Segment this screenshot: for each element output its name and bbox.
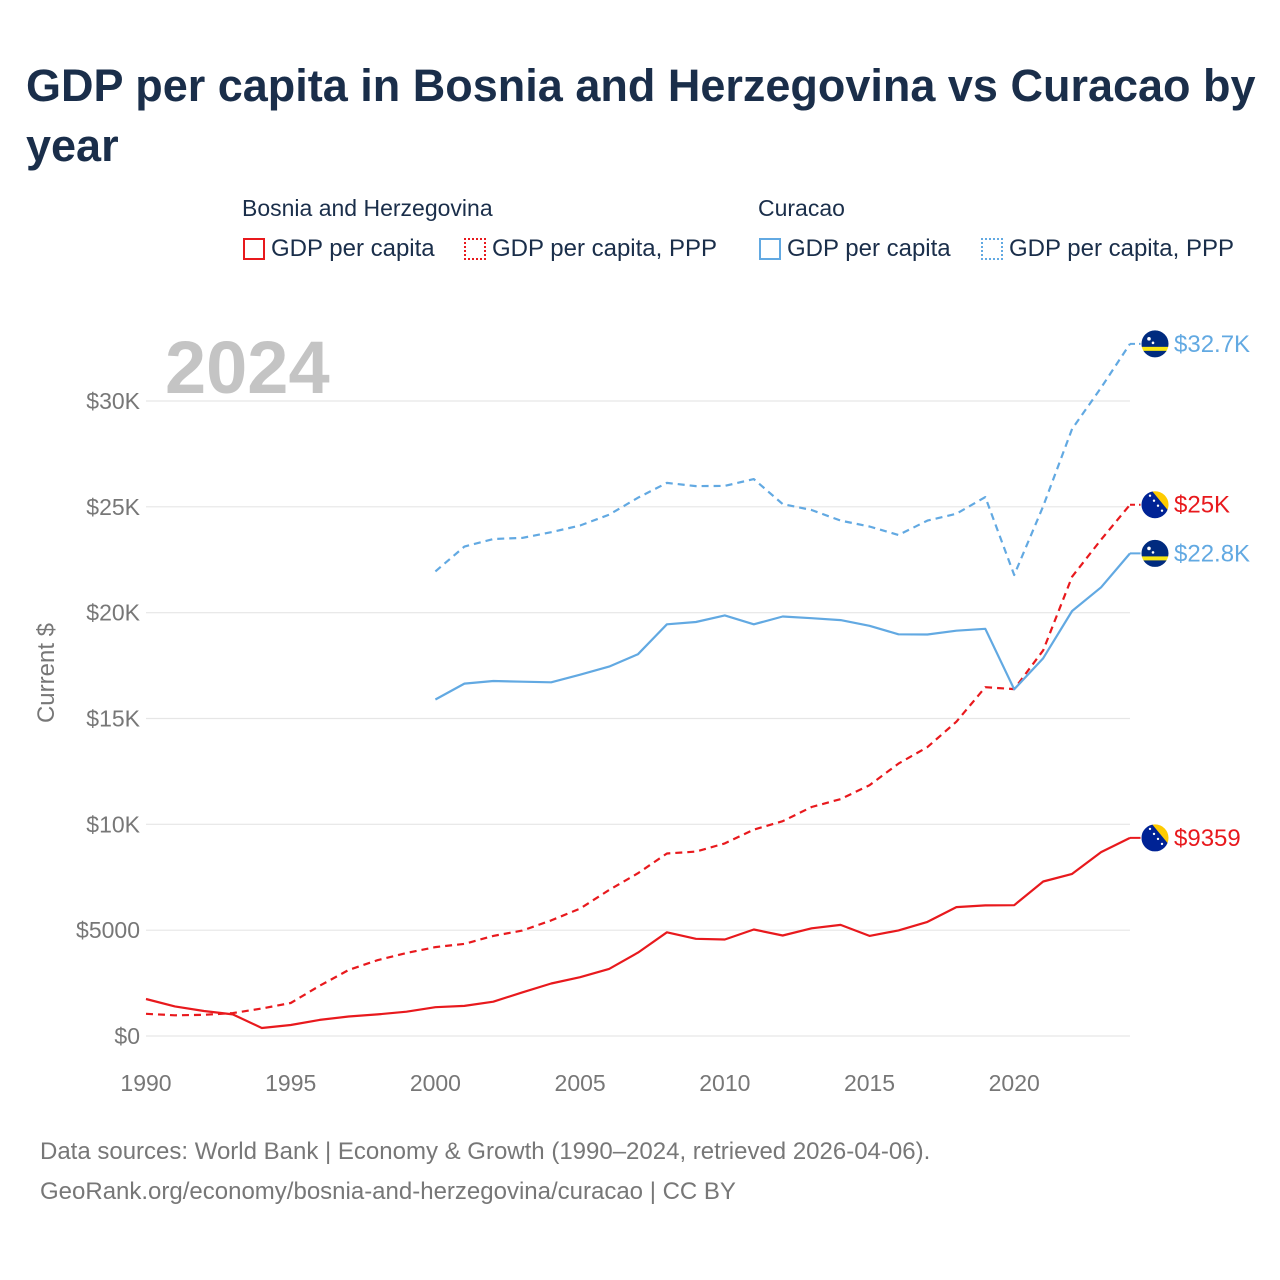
flag-body — [1141, 329, 1169, 358]
flag-star — [1148, 494, 1152, 497]
end-value-label: $32.7K — [1174, 331, 1250, 358]
y-tick-label: $10K — [86, 811, 140, 837]
flag-border — [1140, 823, 1170, 853]
legend-label: GDP per capita — [271, 235, 435, 262]
flag-star — [1152, 499, 1156, 502]
y-tick-label: $20K — [86, 600, 140, 626]
flag-star — [1156, 504, 1160, 507]
year-watermark: 2024 — [165, 326, 330, 409]
flag-stripe — [1141, 346, 1169, 351]
legend-label: GDP per capita, PPP — [492, 235, 717, 262]
y-tick-label: $15K — [86, 706, 140, 732]
footer-sources: Data sources: World Bank | Economy & Gro… — [40, 1138, 931, 1165]
legend-item-curacao-gdp[interactable]: GDP per capita — [759, 234, 951, 264]
x-tick-label: 1995 — [265, 1070, 316, 1096]
y-tick-label: $0 — [114, 1023, 140, 1049]
flag-border — [1140, 329, 1170, 359]
end-value-label: $9359 — [1174, 825, 1241, 852]
flag-star — [1160, 509, 1164, 512]
flag-star — [1148, 827, 1152, 831]
bosnia-gdp-ppp-line — [145, 503, 1131, 1017]
x-tick-label: 1990 — [120, 1070, 171, 1096]
x-tick-label: 2000 — [410, 1070, 461, 1096]
end-value-label: $22.8K — [1174, 540, 1250, 567]
legend-group-bosnia: Bosnia and Herzegovina — [242, 195, 493, 221]
flag-star — [1147, 546, 1151, 551]
y-tick-label: $30K — [86, 388, 140, 414]
legend-swatch-solid-blue — [759, 238, 781, 260]
flag-star — [1160, 842, 1164, 846]
bosnia-gdp-line — [145, 836, 1131, 1030]
legend-swatch-solid-red — [243, 238, 265, 260]
curacao-gdp-ppp-line — [434, 343, 1131, 577]
footer-attribution: GeoRank.org/economy/bosnia-and-herzegovi… — [40, 1178, 736, 1205]
flag-star — [1152, 832, 1156, 836]
curacao-flag-icon — [1140, 538, 1170, 568]
x-tick-label: 2010 — [699, 1070, 750, 1096]
flag-field — [1141, 329, 1169, 358]
legend-item-bosnia-gdp-ppp[interactable]: GDP per capita, PPP — [464, 234, 717, 264]
flag-border — [1140, 538, 1170, 568]
legend-swatch-dotted-blue — [981, 238, 1003, 260]
bosnia-flag-icon — [1140, 823, 1170, 853]
legend-label: GDP per capita — [787, 235, 951, 262]
chart-title: GDP per capita in Bosnia and Herzegovina… — [26, 60, 1256, 171]
y-tick-label: $5000 — [76, 917, 140, 943]
y-axis-label: Current $ — [33, 623, 60, 723]
x-tick-label: 2020 — [989, 1070, 1040, 1096]
curacao-gdp-line — [434, 552, 1131, 701]
flag-star — [1151, 341, 1155, 345]
y-tick-label: $25K — [86, 494, 140, 520]
end-value-label: $25K — [1174, 492, 1230, 519]
flag-star — [1151, 551, 1155, 554]
legend-swatch-dotted-red — [464, 238, 486, 260]
flag-star — [1156, 837, 1160, 841]
flag-body — [1141, 823, 1169, 852]
flag-body — [1141, 490, 1169, 519]
x-tick-label: 2005 — [555, 1070, 606, 1096]
legend-label: GDP per capita, PPP — [1009, 235, 1234, 262]
flag-border — [1140, 490, 1170, 520]
flag-star — [1147, 337, 1151, 341]
bosnia-flag-icon — [1140, 490, 1170, 520]
curacao-flag-icon — [1140, 329, 1170, 359]
flag-body — [1141, 539, 1169, 568]
x-tick-label: 2015 — [844, 1070, 895, 1096]
legend-group-curacao: Curacao — [758, 195, 845, 221]
flag-stripe — [1141, 556, 1169, 561]
legend-item-bosnia-gdp[interactable]: GDP per capita — [243, 234, 435, 264]
legend-item-curacao-gdp-ppp[interactable]: GDP per capita, PPP — [981, 234, 1234, 264]
flag-field — [1141, 539, 1169, 568]
